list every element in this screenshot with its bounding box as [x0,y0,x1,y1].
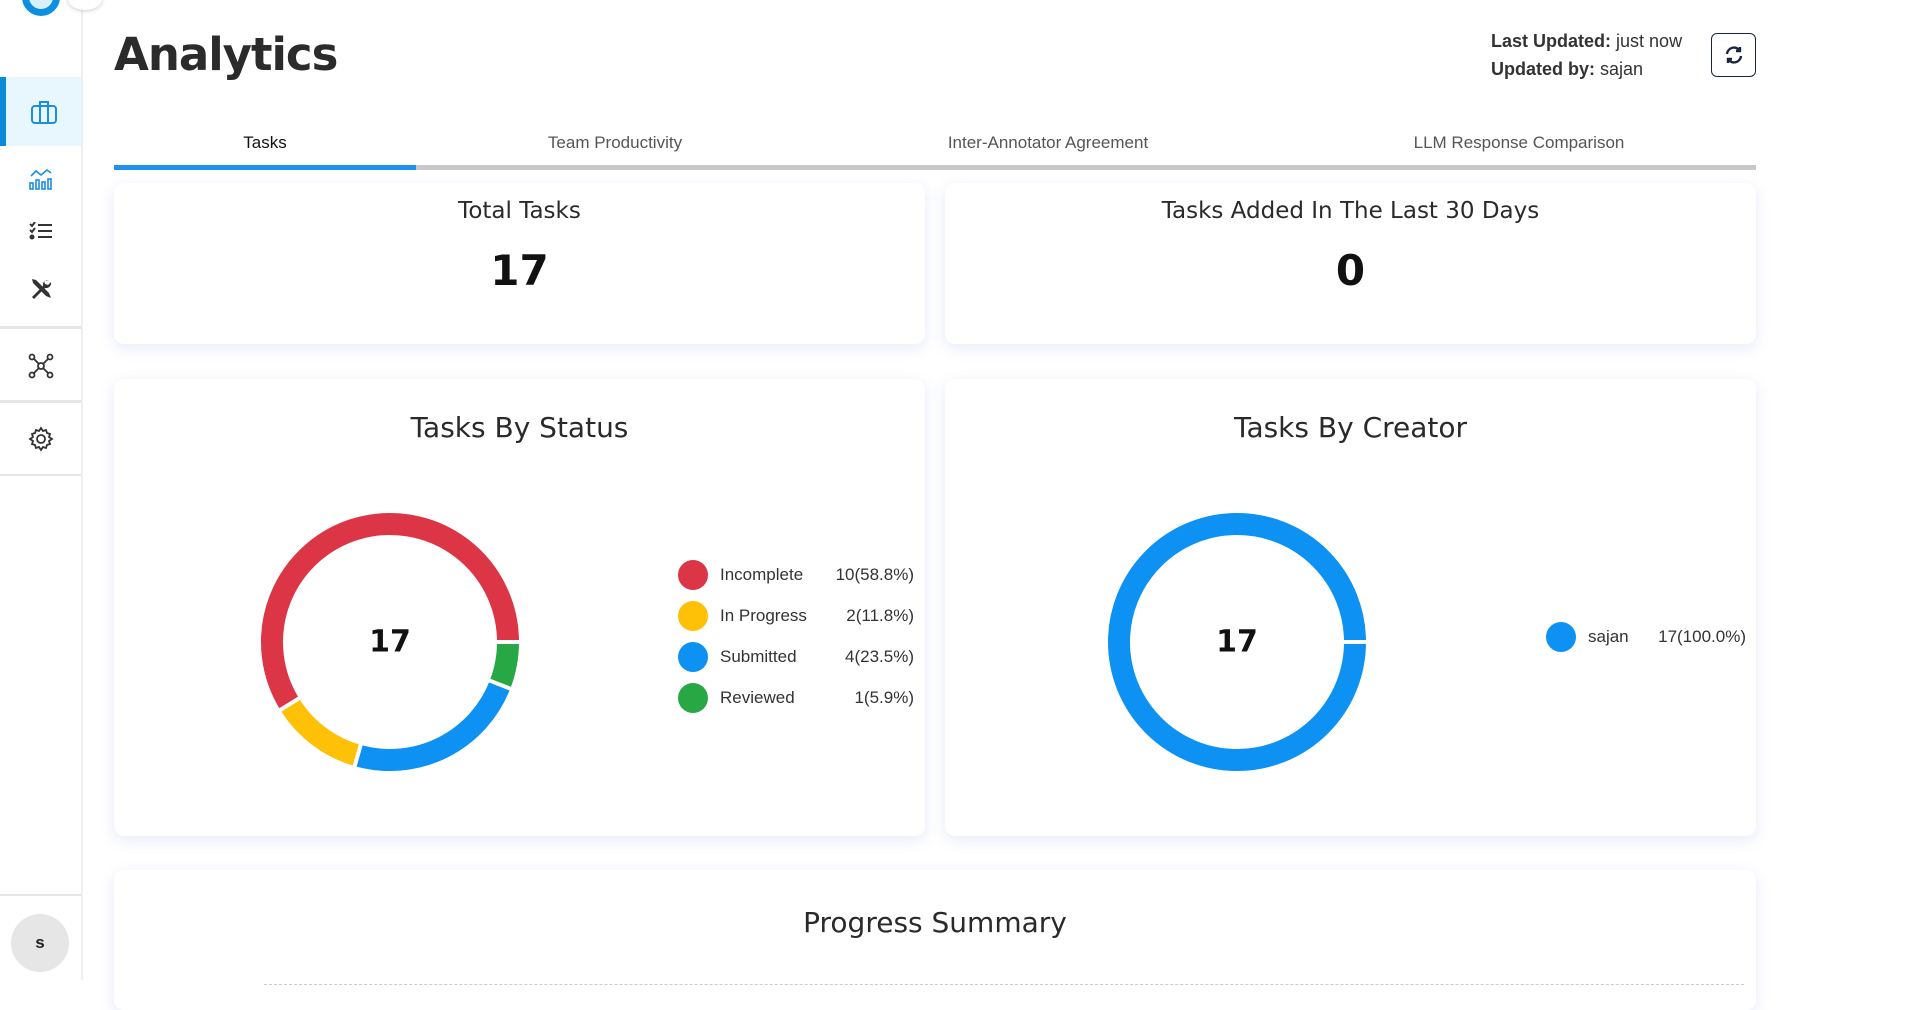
legend-value: 10(58.8%) [835,564,914,584]
legend-color-dot [678,682,708,713]
tasks-last-30-days-value: 0 [1335,246,1366,295]
briefcase-icon [30,100,57,124]
legend-value: 4(23.5%) [845,646,914,666]
progress-summary-card: Progress Summary [114,870,1756,1010]
card-title: Total Tasks [458,198,581,224]
sidebar-item-analytics[interactable] [0,151,81,207]
sidebar-divider [0,894,81,896]
tasks-last-30-days-card: Tasks Added In The Last 30 Days 0 [945,183,1756,344]
checklist-icon [28,222,52,240]
donut-slice-incomplete[interactable] [261,513,519,710]
refresh-icon [1725,46,1742,64]
legend-item[interactable]: Reviewed 1(5.9%) [678,677,914,718]
avatar-initial: s [35,933,45,952]
slice-separator [478,674,522,695]
updated-by-value: sajan [1600,59,1644,79]
sidebar-item-tasks-list[interactable] [0,203,81,259]
legend-color-dot [678,600,708,631]
card-title: Tasks Added In The Last 30 Days [1161,198,1540,224]
legend-label: Incomplete [720,564,804,584]
legend-item[interactable]: Submitted 4(23.5%) [678,636,914,677]
updated-by-label: Updated by: [1491,59,1596,79]
legend-label: Reviewed [720,687,795,707]
sidebar-divider [0,474,81,476]
refresh-button[interactable] [1711,33,1756,77]
logo [22,0,60,16]
legend-label: In Progress [720,605,807,625]
total-tasks-value: 17 [490,246,549,295]
last-updated-value: just now [1616,31,1683,51]
slice-separator [269,690,310,718]
legend-value: 1(5.9%) [854,687,914,707]
tools-icon [31,279,51,299]
donut-center-total: 17 [1216,624,1258,660]
last-updated: Last Updated: just now [1491,31,1682,52]
last-updated-label: Last Updated: [1491,31,1612,51]
legend-label: Submitted [720,646,797,666]
sidebar-item-settings[interactable] [0,411,81,467]
tasks-by-creator-card: Tasks By Creator 17 sajan 17(100.0%) [945,379,1756,836]
chart-title: Tasks By Status [410,411,629,444]
legend-color-dot [1546,621,1576,652]
legend-color-dot [678,641,708,672]
sidebar: s [0,0,102,980]
updated-by: Updated by: sajan [1491,59,1643,80]
total-tasks-card: Total Tasks 17 [114,183,925,344]
tab-tasks[interactable]: Tasks [114,120,416,170]
creator-donut-chart [1108,513,1377,771]
legend-value: 17(100.0%) [1658,626,1746,646]
sidebar-toggle[interactable] [68,0,102,10]
network-icon [28,353,53,379]
donut-slice-reviewed[interactable] [489,641,519,689]
sidebar-divider [0,400,81,403]
sidebar-item-tools[interactable] [0,261,81,317]
tab-inter-annotator-agreement[interactable]: Inter-Annotator Agreement [947,132,1149,152]
analytics-chart-icon [28,168,52,190]
chart-title: Progress Summary [803,906,1067,939]
donut-slice-submitted[interactable] [354,680,511,771]
slice-separator [349,733,366,778]
tab-llm-response-comparison[interactable]: LLM Response Comparison [1413,132,1625,152]
legend-label: sajan [1588,626,1629,646]
tasks-by-status-card: Tasks By Status 17 Incomplete 10(58.8%) In… [114,379,925,836]
legend-value: 2(11.8%) [846,605,914,625]
settings-icon [27,426,54,452]
tab-team-productivity[interactable]: Team Productivity [547,132,683,152]
legend-item[interactable]: sajan 17(100.0%) [1546,616,1746,657]
sidebar-divider [0,326,81,329]
chart-title: Tasks By Creator [1233,411,1468,444]
sidebar-item-tasks[interactable] [0,77,81,146]
avatar[interactable]: s [11,914,69,972]
donut-center-total: 17 [369,624,411,660]
sidebar-item-integrations[interactable] [0,338,81,394]
status-donut-chart [261,513,530,778]
legend-item[interactable]: In Progress 2(11.8%) [678,595,914,636]
legend-color-dot [678,559,708,590]
tab-bar: Tasks Team Productivity Inter-Annotator … [114,120,1756,170]
chart-legend: sajan 17(100.0%) [1546,616,1746,657]
legend-item[interactable]: Incomplete 10(58.8%) [678,554,914,595]
gridline [264,984,1744,985]
chart-legend: Incomplete 10(58.8%) In Progress 2(11.8%) Su… [678,554,914,718]
page-title: Analytics [114,28,338,81]
donut-slice-in-progress[interactable] [280,698,362,767]
